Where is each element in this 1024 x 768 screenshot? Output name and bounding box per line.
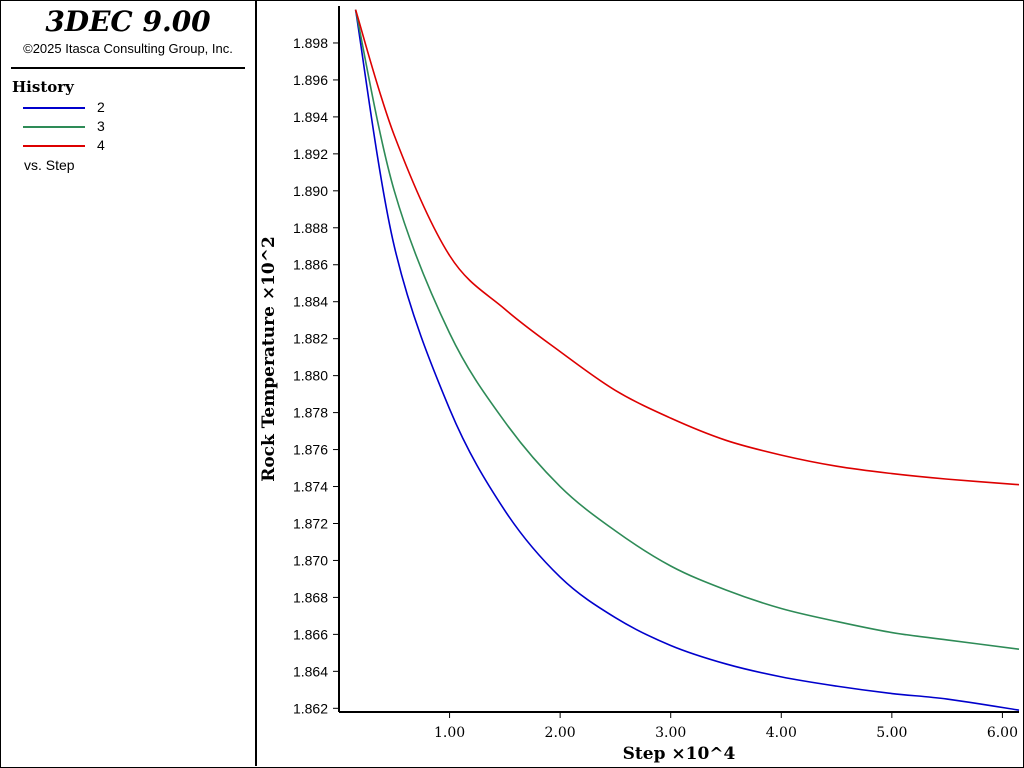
legend-swatch-3 [23,126,85,128]
x-tick-label: 5.00 [876,725,907,741]
y-axis-label: Rock Temperature ×10^2 [259,236,279,482]
y-tick-label: 1.892 [293,146,328,162]
x-tick-label: 1.00 [434,725,465,741]
x-tick-label: 6.00 [987,725,1018,741]
y-tick-label: 1.870 [293,552,328,568]
y-tick-label: 1.890 [293,183,328,199]
x-tick-label: 4.00 [766,725,797,741]
y-tick-label: 1.888 [293,220,328,236]
y-tick-label: 1.872 [293,515,328,531]
y-tick-label: 1.894 [293,109,328,125]
y-tick-label: 1.864 [293,663,328,679]
y-tick-label: 1.898 [293,35,328,51]
legend-panel: 3DEC 9.00 ©2025 Itasca Consulting Group,… [1,1,257,766]
legend-heading: History [12,78,74,96]
y-tick-label: 1.884 [293,294,328,310]
y-tick-label: 1.896 [293,72,328,88]
y-tick-label: 1.866 [293,626,328,642]
legend-swatch-2 [23,107,85,109]
x-tick-label: 3.00 [655,725,686,741]
x-tick-label: 2.00 [545,725,576,741]
copyright-text: ©2025 Itasca Consulting Group, Inc. [23,41,233,56]
y-tick-label: 1.868 [293,589,328,605]
legend-label-2: 2 [97,99,105,115]
legend-swatch-4 [23,145,85,147]
x-axis-label: Step ×10^4 [623,744,736,764]
y-tick-label: 1.862 [293,700,328,716]
y-tick-label: 1.876 [293,442,328,458]
legend-footer: vs. Step [24,157,75,173]
y-tick-label: 1.882 [293,331,328,347]
series-line-2 [354,9,1020,711]
series-line-4 [354,9,1020,486]
legend-label-4: 4 [97,137,105,153]
legend-label-3: 3 [97,118,105,134]
y-tick-label: 1.874 [293,479,328,495]
app-title: 3DEC 9.00 [45,5,211,38]
y-tick-label: 1.886 [293,257,328,273]
y-tick-label: 1.878 [293,405,328,421]
series-line-3 [354,9,1020,650]
legend-divider [11,67,245,69]
y-tick-label: 1.880 [293,368,328,384]
